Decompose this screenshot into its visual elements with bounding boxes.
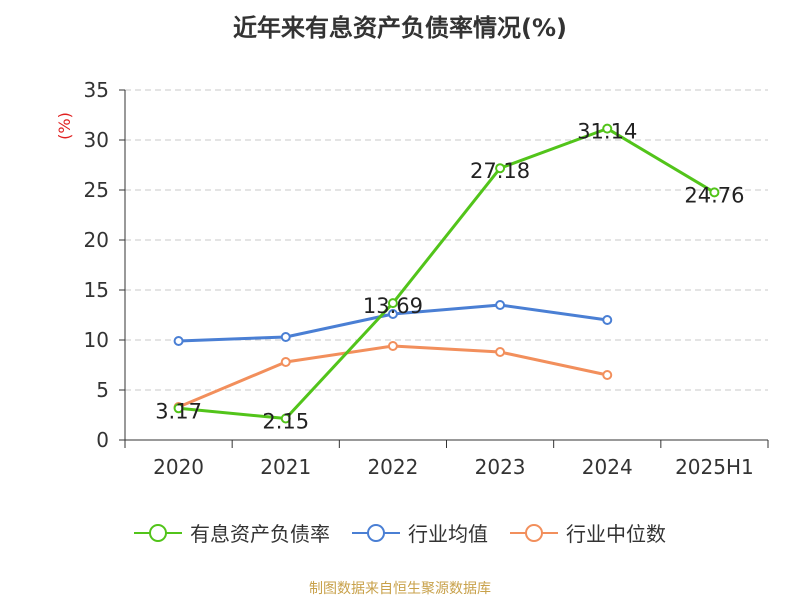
data-label: 24.76 (684, 183, 744, 207)
chart-legend: 有息资产负债率 行业均值 行业中位数 (0, 518, 800, 547)
legend-swatch-green-icon (134, 523, 182, 542)
data-point (495, 163, 506, 174)
source-note: 制图数据来自恒生聚源数据库 (309, 581, 491, 597)
x-tick-label: 2024 (582, 455, 633, 479)
data-point (173, 336, 184, 346)
data-point (495, 347, 506, 357)
data-point (173, 403, 184, 414)
y-tick-label: 5 (96, 378, 109, 402)
x-tick-label: 2021 (260, 455, 311, 479)
chart-title: 近年来有息资产负债率情况(%) (233, 14, 567, 42)
y-tick-label: 0 (96, 428, 109, 452)
legend-item-debt-ratio[interactable]: 有息资产负债率 (134, 518, 330, 547)
y-tick-label: 35 (84, 78, 109, 102)
data-label: 3.17 (155, 399, 202, 423)
y-axis-label: (%) (55, 112, 74, 140)
legend-label-industry-mean: 行业均值 (408, 522, 488, 546)
data-label: 13.69 (363, 294, 423, 318)
data-point (387, 309, 398, 319)
data-point (495, 300, 506, 310)
y-tick-label: 10 (84, 328, 109, 352)
data-label: 27.18 (470, 159, 530, 183)
data-point (709, 187, 720, 198)
x-tick-label: 2022 (367, 455, 418, 479)
data-point (280, 413, 291, 424)
legend-label-debt-ratio: 有息资产负债率 (190, 522, 330, 546)
x-tick-label: 2025H1 (675, 455, 754, 479)
legend-swatch-orange-icon (510, 523, 558, 542)
data-point (280, 332, 291, 342)
data-point (602, 315, 613, 325)
x-tick-label: 2020 (153, 455, 204, 479)
data-point (387, 298, 398, 309)
x-tick-label: 2023 (475, 455, 526, 479)
data-label: 2.15 (262, 410, 309, 434)
data-point (387, 341, 398, 351)
legend-swatch-blue-icon (352, 523, 400, 542)
y-tick-label: 30 (84, 128, 109, 152)
legend-label-industry-median: 行业中位数 (566, 522, 666, 546)
data-point (280, 357, 291, 367)
legend-item-industry-median[interactable]: 行业中位数 (510, 518, 666, 547)
data-point (602, 123, 613, 134)
y-tick-label: 25 (84, 178, 109, 202)
data-point (602, 370, 613, 380)
y-tick-label: 15 (84, 278, 109, 302)
data-label: 31.14 (577, 120, 637, 144)
series-line (178, 344, 608, 409)
series-line (178, 127, 716, 420)
y-tick-label: 20 (84, 228, 109, 252)
legend-item-industry-mean[interactable]: 行业均值 (352, 518, 488, 547)
